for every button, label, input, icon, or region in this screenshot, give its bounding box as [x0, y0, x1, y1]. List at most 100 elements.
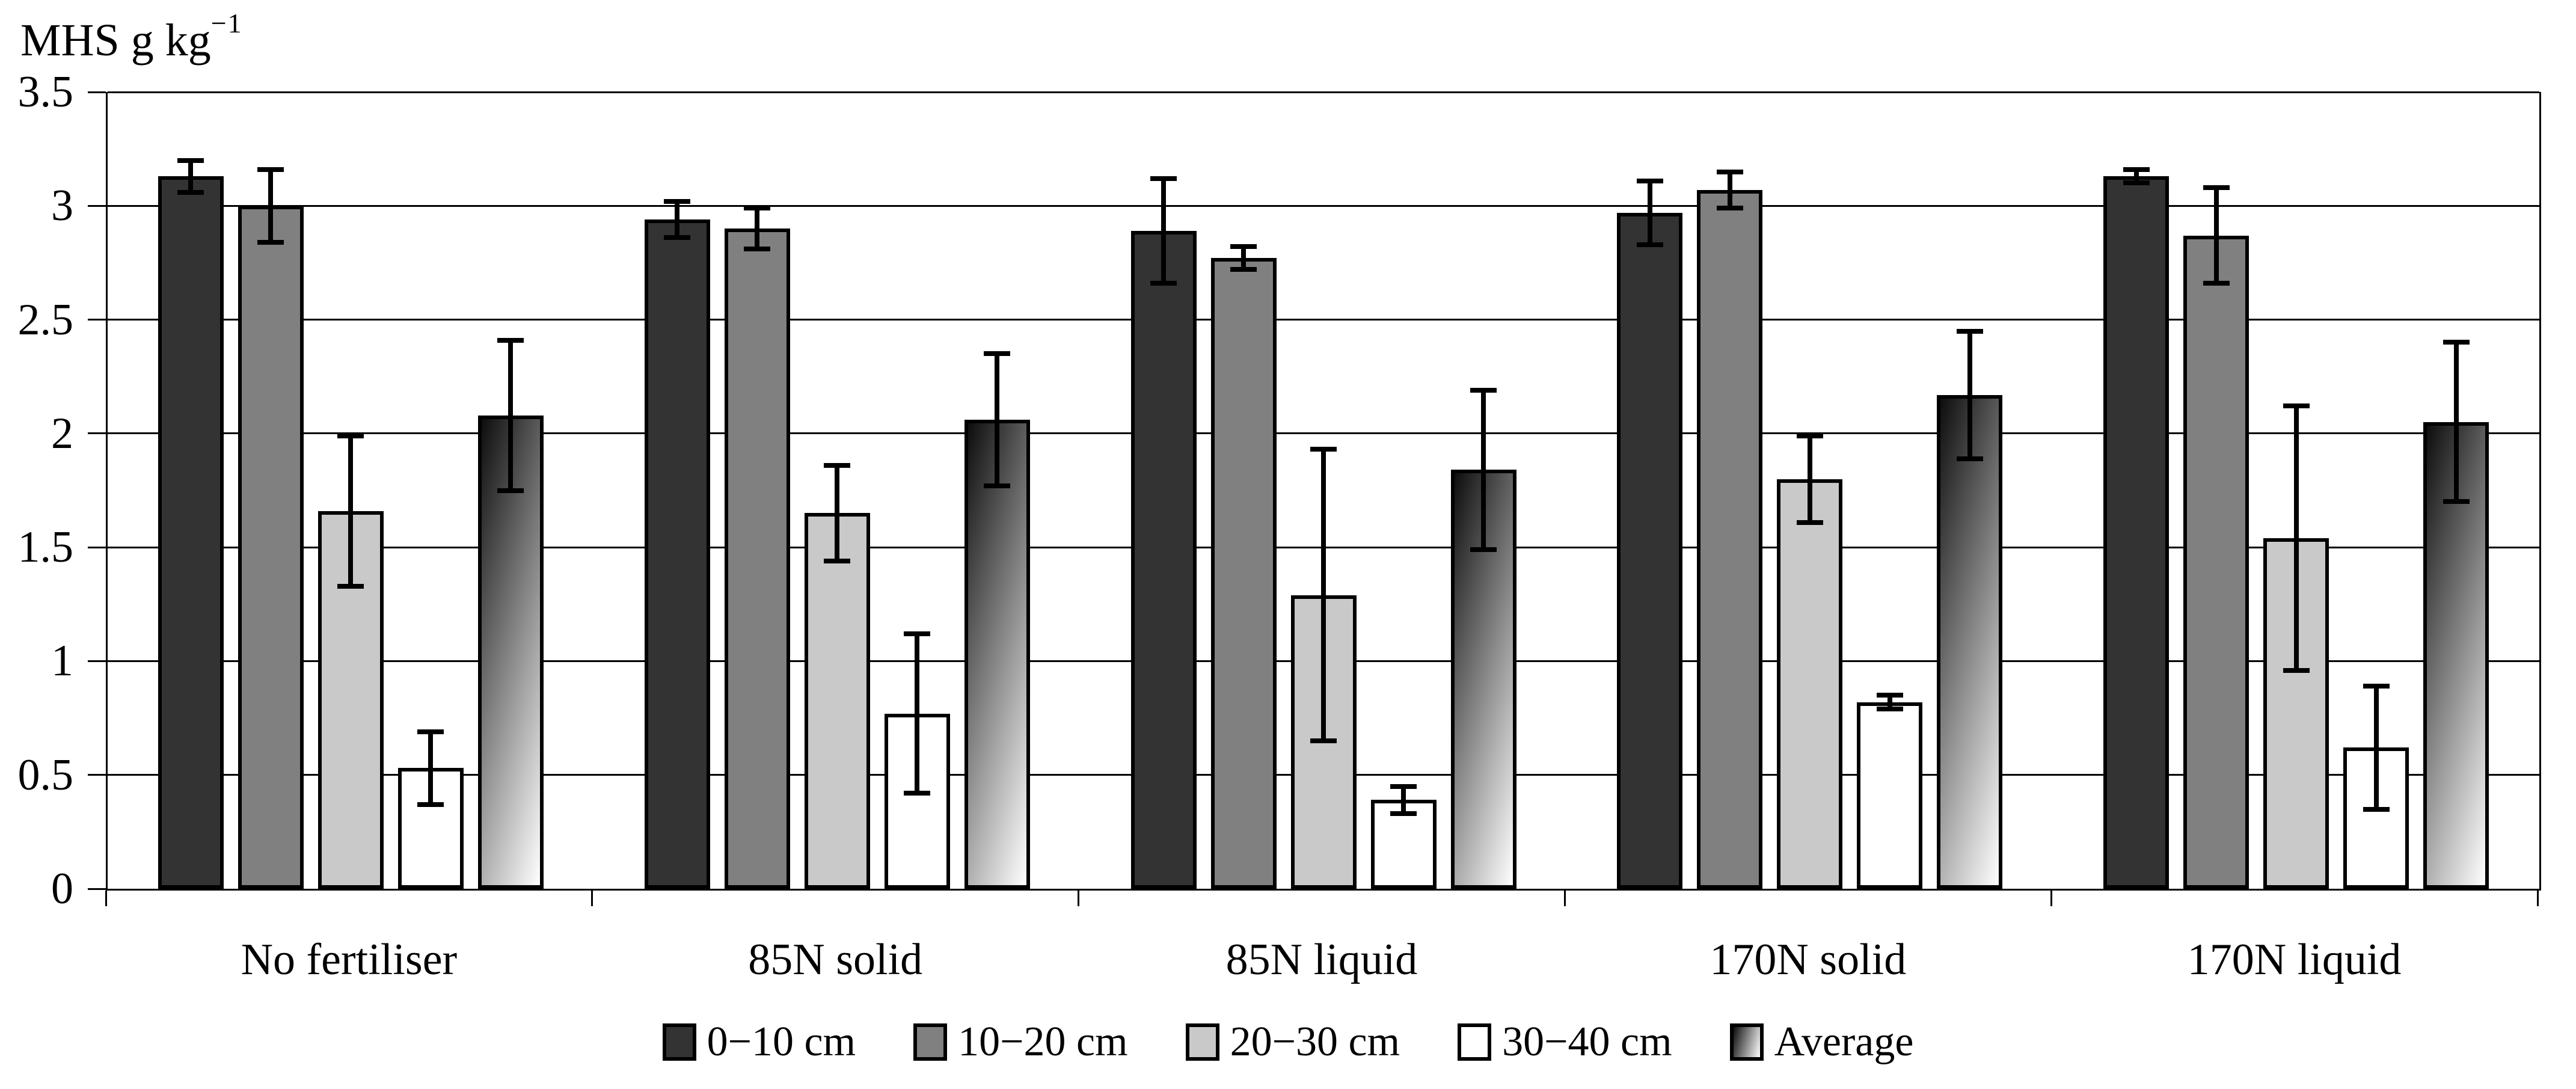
bar-10−20cm-no-fertiliser	[238, 206, 304, 889]
gridline-2.5	[108, 319, 2539, 321]
x-axis-tick-0	[105, 891, 107, 906]
error-bar-cap-bottom	[2123, 180, 2150, 186]
legend-label-0: 0−10 cm	[707, 1019, 856, 1065]
y-axis-tick-1.5	[88, 546, 106, 548]
error-bar-cap-top	[2203, 185, 2230, 190]
error-bar-line	[2293, 406, 2299, 670]
error-bar-cap-top	[1150, 176, 1177, 181]
error-bar-cap-bottom	[1636, 242, 1663, 247]
y-axis-tick-1	[88, 660, 106, 662]
x-axis-tick-3	[1563, 891, 1566, 906]
y-axis-title-base: MHS g kg	[20, 15, 211, 66]
error-bar-cap-top	[497, 337, 524, 343]
error-bar-cap-bottom	[1230, 267, 1257, 272]
bar-30−40cm-170n-solid	[1857, 702, 1923, 889]
error-bar-cap-bottom	[257, 239, 284, 245]
bar-0−10cm-no-fertiliser	[158, 176, 224, 889]
legend-label-2: 20−30 cm	[1230, 1019, 1400, 1065]
error-bar-cap-bottom	[177, 189, 204, 195]
error-bar-line	[2453, 342, 2459, 502]
error-bar-cap-bottom	[1796, 520, 1823, 525]
error-bar-cap-bottom	[664, 235, 691, 241]
y-axis-title: MHS g kg−1	[20, 8, 243, 66]
bar-0−10cm-85n-liquid	[1130, 230, 1197, 889]
bar-10−20cm-85n-solid	[724, 229, 790, 889]
error-bar-cap-top	[417, 729, 444, 734]
error-bar-cap-bottom	[1876, 706, 1903, 711]
error-bar-line	[1401, 786, 1406, 814]
bar-10−20cm-170n-liquid	[2183, 235, 2249, 889]
error-bar-line	[428, 731, 434, 805]
error-bar-line	[1887, 695, 1892, 709]
bar-10−20cm-170n-solid	[1697, 189, 1763, 889]
gridline-3.5	[108, 91, 2539, 93]
y-axis-tick-2.5	[88, 319, 106, 321]
bar-10−20cm-85n-liquid	[1210, 258, 1277, 889]
error-bar-cap-top	[2443, 340, 2470, 345]
bar-0−10cm-85n-solid	[644, 219, 710, 889]
legend-item-20−30cm: 20−30 cm	[1185, 1019, 1400, 1065]
legend: 0−10 cm 10−20 cm 20−30 cm 30−40 cm Average	[0, 1021, 2576, 1063]
error-bar-line	[755, 208, 760, 250]
bar-20−30cm-85n-solid	[804, 513, 870, 889]
error-bar-line	[1161, 178, 1166, 283]
error-bar-line	[915, 634, 920, 793]
error-bar-line	[2213, 188, 2219, 283]
legend-item-0−10cm: 0−10 cm	[662, 1019, 856, 1065]
error-bar-cap-top	[984, 351, 1011, 357]
error-bar-cap-top	[2363, 684, 2390, 689]
y-tick-label-1.5: 1.5	[17, 523, 74, 572]
plot-area	[106, 91, 2541, 891]
error-bar-cap-bottom	[2363, 806, 2390, 812]
gridline-2	[108, 432, 2539, 435]
y-tick-label-2: 2	[51, 408, 73, 458]
y-tick-label-0: 0	[51, 864, 73, 913]
y-tick-label-3.5: 3.5	[17, 67, 74, 117]
error-bar-line	[675, 201, 680, 238]
legend-swatch-0	[662, 1023, 696, 1061]
bar-0−10cm-170n-solid	[1617, 212, 1683, 889]
error-bar-cap-top	[2283, 403, 2310, 409]
bar-Average-170n-solid	[1937, 394, 2003, 889]
x-category-label-170n-liquid: 170N liquid	[2187, 935, 2402, 984]
gridline-3	[108, 204, 2539, 207]
y-tick-label-3: 3	[51, 181, 73, 231]
error-bar-line	[268, 169, 274, 242]
legend-item-30−40cm: 30−40 cm	[1458, 1021, 1672, 1063]
bar-30−40cm-85n-solid	[884, 713, 950, 889]
y-tick-label-0.5: 0.5	[17, 750, 74, 800]
error-bar-line	[2373, 686, 2379, 809]
error-bar-cap-top	[337, 433, 364, 438]
error-bar-cap-top	[1390, 784, 1417, 789]
error-bar-cap-bottom	[744, 247, 771, 252]
x-category-label-85n-liquid: 85N liquid	[1225, 935, 1418, 984]
legend-swatch-2	[1185, 1023, 1219, 1061]
error-bar-cap-top	[1716, 169, 1743, 174]
bar-Average-85n-solid	[964, 420, 1030, 889]
error-bar-cap-top	[1470, 387, 1497, 393]
error-bar-cap-top	[1230, 244, 1257, 250]
error-bar-cap-top	[1876, 693, 1903, 698]
legend-swatch-3	[1458, 1023, 1492, 1061]
bar-20−30cm-170n-solid	[1777, 479, 1843, 889]
error-bar-cap-top	[664, 198, 691, 204]
error-bar-cap-bottom	[1150, 281, 1177, 286]
legend-swatch-1	[913, 1023, 948, 1061]
error-bar-cap-bottom	[2443, 499, 2470, 505]
y-axis-tick-3.5	[88, 91, 106, 93]
error-bar-cap-top	[1636, 178, 1663, 183]
error-bar-cap-bottom	[824, 558, 851, 563]
error-bar-cap-bottom	[417, 802, 444, 807]
x-axis-tick-2	[1078, 891, 1080, 906]
legend-label-4: Average	[1774, 1019, 1914, 1065]
error-bar-cap-top	[824, 462, 851, 468]
y-axis-tick-0	[88, 888, 106, 890]
error-bar-cap-bottom	[1310, 738, 1337, 743]
error-bar-cap-bottom	[1470, 547, 1497, 552]
legend-label-3: 30−40 cm	[1502, 1019, 1672, 1065]
error-bar-cap-bottom	[984, 483, 1011, 488]
error-bar-cap-top	[904, 631, 931, 636]
error-bar-line	[1807, 435, 1812, 523]
bar-30−40cm-85n-liquid	[1370, 800, 1437, 889]
